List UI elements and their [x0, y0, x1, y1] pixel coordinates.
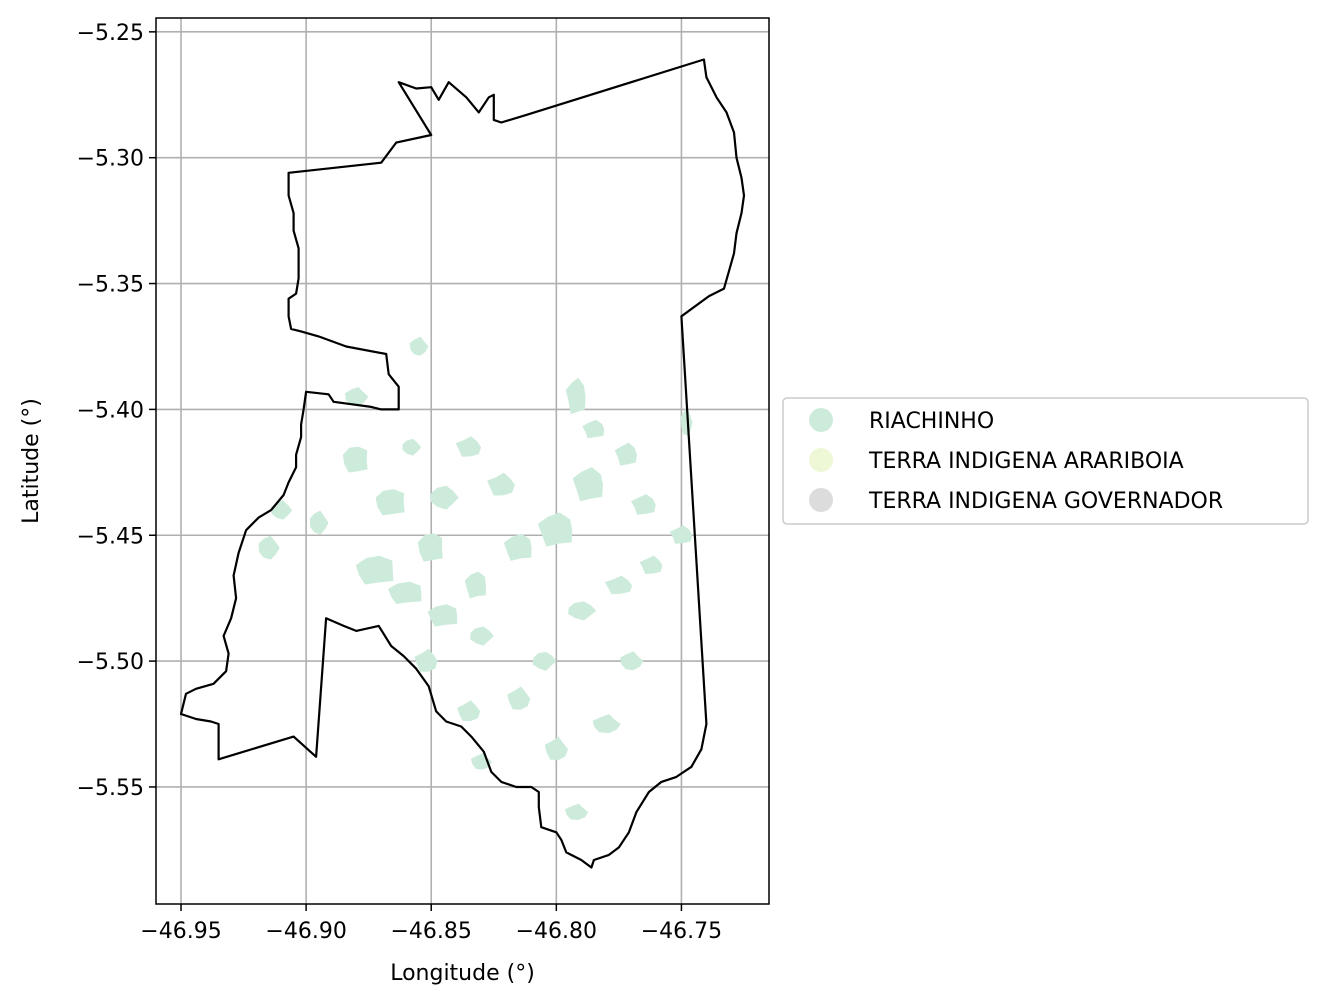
riachinho-patches — [258, 336, 693, 820]
axis-ticks: −46.95 −46.90 −46.85 −46.80 −46.75 −5.25 −5.30… — [77, 21, 723, 944]
legend-marker — [809, 408, 833, 432]
riachinho-patch — [388, 581, 422, 604]
grid-lines — [156, 18, 769, 904]
riachinho-patch — [470, 626, 494, 646]
riachinho-patch — [355, 555, 394, 585]
riachinho-patch — [532, 651, 557, 671]
axes-frame — [155, 17, 770, 905]
riachinho-patch — [342, 446, 368, 473]
riachinho-patch — [487, 472, 515, 496]
y-tick-label: −5.35 — [77, 273, 144, 298]
x-tick-label: −46.80 — [516, 919, 597, 944]
x-tick-label: −46.90 — [265, 919, 346, 944]
y-tick-label: −5.40 — [77, 398, 144, 423]
legend-label: TERRA INDIGENA GOVERNADOR — [868, 489, 1223, 514]
riachinho-patch — [592, 714, 621, 734]
riachinho-patch — [455, 436, 482, 457]
y-tick-label: −5.25 — [77, 21, 144, 46]
riachinho-patch — [457, 700, 481, 722]
riachinho-patch — [565, 377, 586, 415]
riachinho-patch — [430, 485, 459, 510]
riachinho-patch — [507, 686, 531, 710]
riachinho-patch — [309, 510, 329, 535]
x-tick-label: −46.85 — [391, 919, 472, 944]
legend-marker — [809, 488, 833, 512]
y-tick-label: −5.55 — [77, 776, 144, 801]
riachinho-patch — [344, 387, 369, 407]
boundary-outline — [179, 58, 746, 869]
x-axis-title: Longitude (°) — [390, 961, 535, 986]
riachinho-patch — [614, 442, 637, 466]
legend: RIACHINHO TERRA INDIGENA ARARIBOIA TERRA I… — [782, 397, 1309, 525]
riachinho-patch — [503, 533, 532, 561]
riachinho-patch — [564, 803, 589, 820]
riachinho-patch — [271, 500, 293, 520]
riachinho-patch — [680, 407, 693, 436]
y-tick-label: −5.45 — [77, 524, 144, 549]
riachinho-patch — [620, 651, 644, 671]
riachinho-patch — [631, 494, 656, 515]
riachinho-patch — [639, 555, 663, 575]
riachinho-patch — [572, 467, 603, 502]
riachinho-patch — [375, 489, 405, 516]
x-tick-label: −46.95 — [140, 919, 221, 944]
riachinho-patch — [669, 525, 693, 544]
riachinho-patch — [544, 736, 569, 761]
legend-box — [782, 397, 1309, 525]
riachinho-patch — [537, 512, 573, 547]
riachinho-patch — [464, 571, 486, 599]
riachinho-patch — [414, 648, 438, 672]
legend-label: RIACHINHO — [869, 409, 994, 434]
riachinho-patch — [582, 419, 605, 439]
riachinho-patch — [417, 533, 443, 562]
y-tick-label: −5.30 — [77, 147, 144, 172]
riachinho-patch — [402, 438, 422, 456]
y-axis-title: Latitude (°) — [19, 398, 44, 524]
legend-label: TERRA INDIGENA ARARIBOIA — [868, 449, 1184, 474]
x-tick-label: −46.75 — [641, 919, 722, 944]
legend-marker — [809, 448, 833, 472]
riachinho-patch — [604, 575, 633, 595]
riachinho-patch — [568, 601, 597, 621]
riachinho-patch — [258, 535, 280, 560]
municipality-boundary — [179, 58, 746, 869]
riachinho-patch — [409, 336, 429, 356]
y-tick-label: −5.50 — [77, 650, 144, 675]
riachinho-patch — [427, 604, 458, 627]
